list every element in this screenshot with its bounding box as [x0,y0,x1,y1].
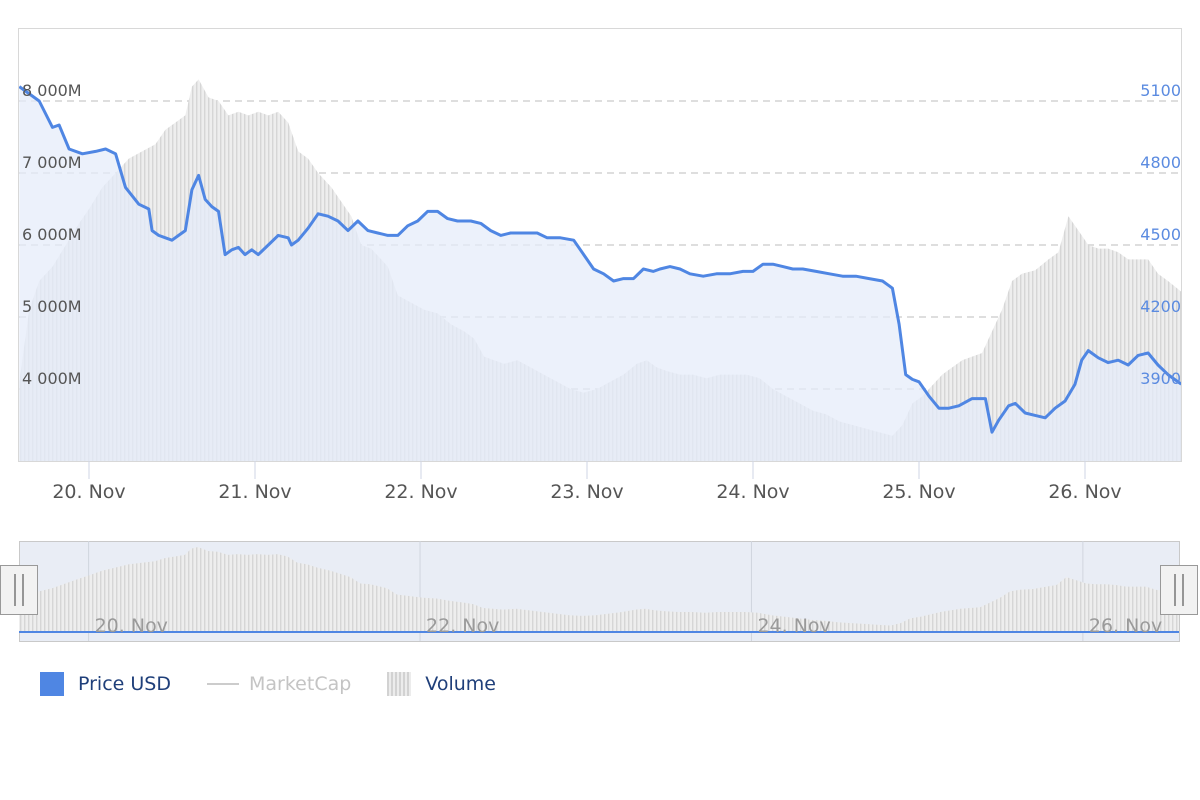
legend-item-price[interactable]: Price USD [40,672,171,696]
y-left-tick-label: 6 000M [22,225,82,244]
price-chart[interactable]: 4 000M 5 000M 6 000M 7 000M 8 000M 3900 4200 45… [0,0,1200,660]
navigator-x-label: 20. Nov [95,615,168,637]
y-right-tick-label: 4500 [1140,225,1181,244]
legend-swatch-volume [387,672,412,696]
price-series [19,85,1181,461]
y-left-tick-label: 7 000M [22,153,82,172]
x-tick-label: 22. Nov [384,481,457,503]
y-right-tick-label: 3900 [1140,369,1181,388]
navigator-x-label: 24. Nov [757,615,830,637]
price-line [19,85,1181,434]
navigator-volume-area [19,547,1179,631]
navigator-x-label: 26. Nov [1089,615,1162,637]
x-tick-label: 21. Nov [218,481,291,503]
x-tick-label: 25. Nov [882,481,955,503]
y-right-tick-label: 4200 [1140,297,1181,316]
handle-body [0,565,38,615]
y-left-tick-label: 4 000M [22,369,82,388]
axes: 4 000M 5 000M 6 000M 7 000M 8 000M 3900 4200 45… [22,81,1181,503]
x-tick-label: 26. Nov [1048,481,1121,503]
legend: Price USD MarketCap Volume [40,670,532,698]
legend-label-price: Price USD [78,673,171,695]
legend-swatch-marketcap [207,683,239,685]
navigator-handle-right[interactable] [1160,565,1198,615]
legend-label-marketcap: MarketCap [249,673,352,695]
navigator-handle-left[interactable] [0,565,38,615]
navigator-x-label: 22. Nov [426,615,499,637]
legend-item-volume[interactable]: Volume [387,672,496,696]
x-tick-label: 24. Nov [716,481,789,503]
y-right-tick-label: 5100 [1140,81,1181,100]
navigator-series [19,547,1179,633]
navigator[interactable]: 20. Nov 22. Nov 24. Nov 26. Nov [0,541,1198,642]
legend-label-volume: Volume [425,673,496,695]
y-right-tick-label: 4800 [1140,153,1181,172]
x-tick-label: 20. Nov [52,481,125,503]
x-tick-label: 23. Nov [550,481,623,503]
legend-item-marketcap[interactable]: MarketCap [207,673,351,695]
legend-swatch-price [40,672,64,696]
y-left-tick-label: 8 000M [22,81,82,100]
handle-body [1160,565,1198,615]
y-left-tick-label: 5 000M [22,297,82,316]
